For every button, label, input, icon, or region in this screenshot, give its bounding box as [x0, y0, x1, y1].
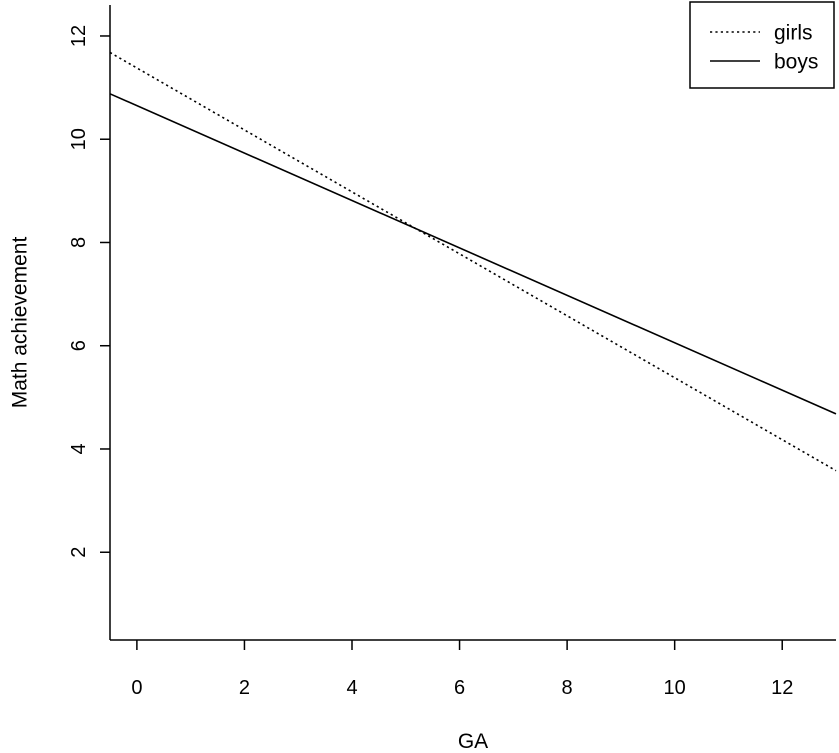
legend: girls boys	[689, 1, 835, 89]
series-line-girls	[109, 51, 837, 472]
x-tick-label: 2	[239, 677, 250, 699]
plot-area: 2 4 6 8 10 12 0 2 4 6 8 10 12	[68, 5, 837, 699]
series-group	[109, 51, 837, 472]
x-axis-label: GA	[458, 730, 488, 753]
y-tick-label: 6	[68, 340, 90, 351]
y-tick-label: 12	[68, 25, 90, 47]
legend-box	[689, 1, 835, 89]
series-line-boys	[109, 93, 837, 415]
legend-label-girls: girls	[774, 21, 813, 44]
y-tick-label: 10	[68, 128, 90, 150]
y-tick-label: 2	[68, 547, 90, 558]
x-tick-label: 8	[562, 677, 573, 699]
x-tick-label: 12	[771, 677, 793, 699]
legend-label-boys: boys	[774, 50, 818, 73]
x-axis-ticks: 0 2 4 6 8 10 12	[131, 640, 793, 699]
y-axis-ticks: 2 4 6 8 10 12	[68, 25, 110, 558]
y-tick-label: 4	[68, 443, 90, 454]
y-axis-label: Math achievement	[8, 237, 31, 409]
x-tick-label: 10	[664, 677, 686, 699]
y-tick-label: 8	[68, 237, 90, 248]
x-tick-label: 6	[454, 677, 465, 699]
x-tick-label: 0	[131, 677, 142, 699]
x-tick-label: 4	[346, 677, 357, 699]
